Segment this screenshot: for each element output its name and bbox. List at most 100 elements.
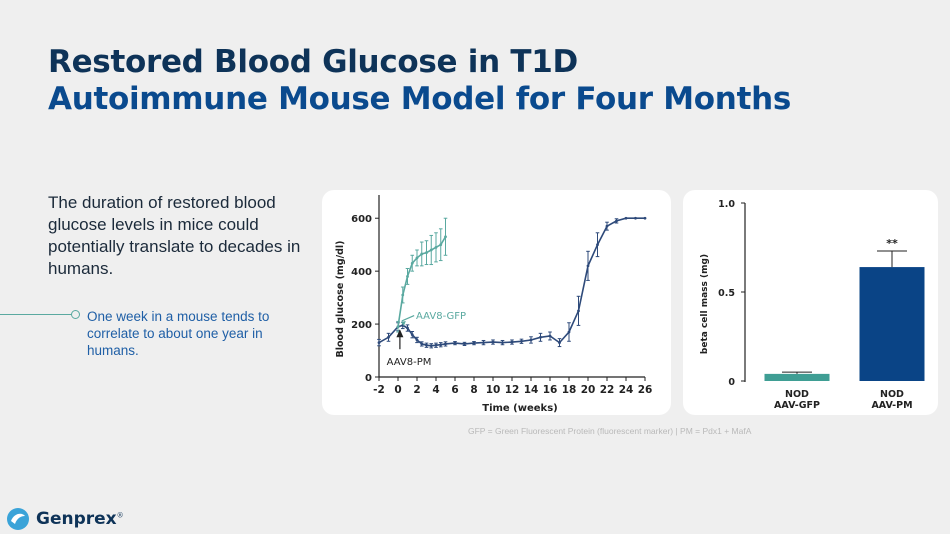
callout-text: One week in a mouse tends to correlate t… [87,309,270,358]
data-point [615,219,618,223]
data-point [463,342,466,346]
category-label: NOD [880,389,904,400]
data-point [444,235,447,239]
y-tick-label: 600 [351,214,372,225]
callout-connector-line [0,314,72,315]
data-point [567,330,571,334]
x-tick-label: 4 [432,384,439,396]
data-point [396,325,400,329]
x-tick-label: 0 [394,384,401,396]
data-point [529,338,533,342]
logo-wordmark: Genprex® [36,509,124,529]
series-line [378,217,645,347]
data-point [596,243,599,247]
x-axis-title: Time (weeks) [482,403,557,414]
data-point [425,343,428,347]
data-point [425,251,428,255]
data-point [434,245,438,249]
footnote: GFP = Green Fluorescent Protein (fluores… [468,426,752,436]
data-point [586,264,590,268]
series-label-aav8-gfp: AAV8-GFP [416,311,466,322]
body-text: The duration of restored blood glucose l… [48,193,301,278]
data-point [539,335,542,339]
x-tick-label: 24 [619,384,634,396]
data-point [387,335,390,339]
callout-dot-icon [71,310,80,319]
significance-marker: ** [886,237,898,250]
x-tick-label: 22 [600,384,615,396]
data-point [643,216,647,220]
y-tick-label: 0.5 [718,288,735,299]
data-point [444,342,447,346]
x-tick-label: 12 [505,384,520,396]
logo-text: Genprex [36,509,117,529]
gfp-arrow-line [401,315,415,322]
y-axis-title: beta cell mass (mg) [700,254,710,354]
data-point [406,326,409,330]
line-chart-panel: -2 0 2 4 6 8 10 12 14 16 18 20 22 24 26 0 200 400 600 Time … [322,190,671,415]
y-tick-label: 400 [351,267,372,278]
bar-aav-gfp [764,373,830,381]
slide-title: Restored Blood Glucose in T1D Autoimmune… [48,44,791,118]
data-point [439,243,443,247]
data-point [634,216,637,220]
data-point [420,252,424,256]
data-point [415,338,419,342]
data-point [401,293,405,297]
category-label: NOD [785,389,809,400]
pm-arrow-head [396,329,404,338]
y-axis-title: Blood glucose (mg/dl) [335,241,346,358]
x-tick-label: 14 [524,384,539,396]
x-tick-label: 8 [470,384,477,396]
genprex-logo-icon [7,508,29,530]
bar-chart-panel: 0 0.5 1.0 beta cell mass (mg) NOD AAV-GFP NOD A… [683,190,938,415]
x-tick-label: 18 [562,384,577,396]
y-tick-label: 0 [728,377,735,388]
data-point [410,333,414,337]
x-tick-label: 10 [486,384,501,396]
data-point [377,341,381,344]
title-line-1: Restored Blood Glucose in T1D [48,44,578,80]
x-tick-label: 16 [543,384,558,396]
logo-registered-mark: ® [116,511,124,520]
genprex-logo: Genprex® [6,506,124,532]
x-tick-label: 2 [413,384,420,396]
data-point [482,341,485,344]
data-point [406,275,409,278]
data-point [520,339,523,343]
data-point [439,343,443,347]
category-label: AAV-GFP [774,400,820,411]
data-point [558,341,561,344]
blood-glucose-line-chart: -2 0 2 4 6 8 10 12 14 16 18 20 22 24 260200400600Time … [335,195,653,414]
series-aav8-gfp [396,217,448,333]
x-tick-label: -2 [373,384,385,396]
data-point [605,224,609,228]
data-point [472,341,476,345]
data-point [501,341,504,344]
data-point [624,216,628,220]
data-point [420,342,424,346]
series-label-aav8-pm: AAV8-PM [387,357,432,368]
data-point [491,340,495,344]
data-point [453,341,457,345]
data-point [510,340,514,344]
data-point [577,309,580,313]
bar-aav-pm [859,267,925,381]
y-tick-label: 1.0 [718,199,735,210]
gfp-arrow-head [400,320,406,326]
data-point [410,261,414,265]
data-point [429,344,433,348]
x-tick-label: 26 [638,384,653,396]
data-point [415,256,419,260]
title-line-2: Autoimmune Mouse Model for Four Months [48,81,792,117]
x-tick-label: 20 [581,384,596,396]
series-aav8-pm [377,216,647,349]
y-tick-label: 200 [351,320,372,331]
data-point [429,248,433,252]
y-tick-label: 0 [365,373,372,384]
x-tick-label: 6 [451,384,458,396]
data-point [434,343,438,347]
data-point [548,334,552,338]
category-label: AAV-PM [871,400,912,411]
